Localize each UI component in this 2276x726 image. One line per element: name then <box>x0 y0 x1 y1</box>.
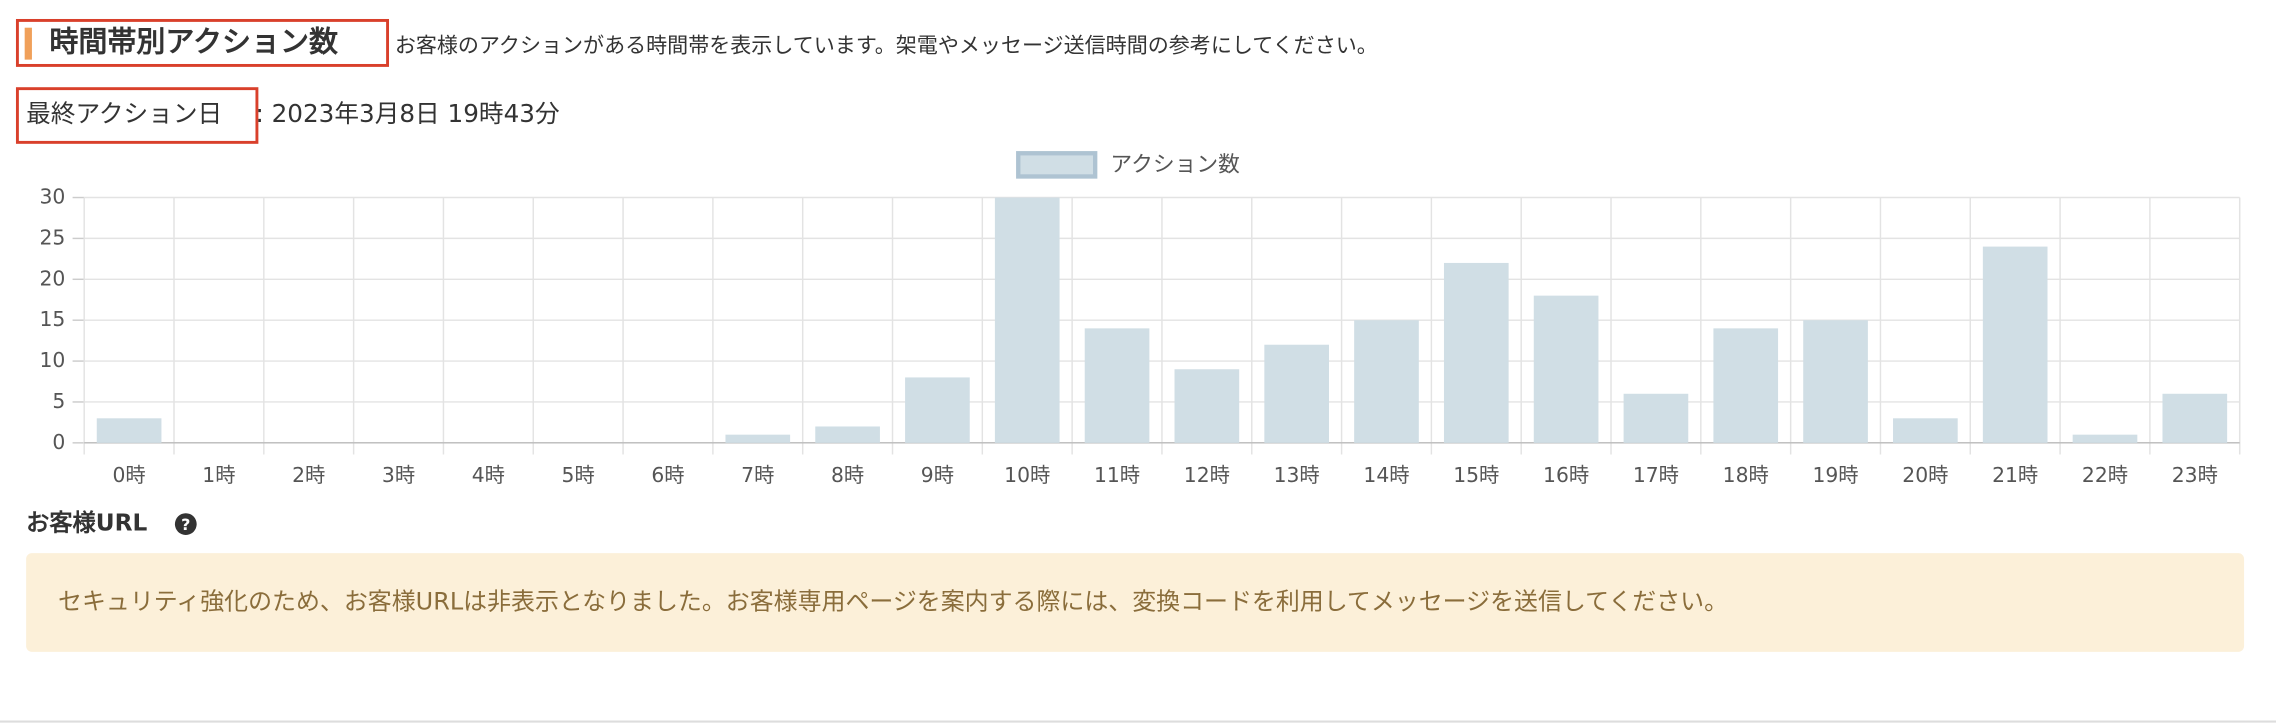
y-tick-label: 0 <box>52 430 65 454</box>
x-tick-label: 23時 <box>2172 463 2218 487</box>
x-tick-label: 10時 <box>1004 463 1050 487</box>
last-action-label: 最終アクション日 <box>26 99 222 128</box>
y-tick-label: 25 <box>39 225 65 249</box>
bar <box>1713 328 1779 443</box>
x-tick-label: 17時 <box>1633 463 1679 487</box>
bar <box>96 418 162 443</box>
url-heading: お客様URL <box>26 510 147 537</box>
bar <box>905 377 970 443</box>
bar <box>994 197 1060 443</box>
help-icon-glyph: ? <box>181 515 190 534</box>
bar <box>2072 434 2138 443</box>
x-tick-label: 12時 <box>1184 463 1230 487</box>
y-tick-label: 10 <box>39 348 65 372</box>
notice-box <box>26 553 2245 652</box>
x-tick-label: 4時 <box>472 463 505 487</box>
x-tick-label: 11時 <box>1094 463 1140 487</box>
x-tick-label: 8時 <box>831 463 864 487</box>
help-icon[interactable] <box>174 513 197 536</box>
y-tick-label: 15 <box>39 307 65 331</box>
y-tick-label: 5 <box>52 389 65 413</box>
x-tick-label: 19時 <box>1812 463 1858 487</box>
section-description: お客様のアクションがある時間帯を表示しています。架電やメッセージ送信時間の参考に… <box>395 33 1378 58</box>
legend-label: アクション数 <box>1110 153 1240 178</box>
bar <box>1533 295 1599 443</box>
y-tick-label: 30 <box>39 185 65 209</box>
notice-text: セキュリティ強化のため、お客様URLは非表示となりました。お客様専用ページを案内… <box>58 588 1728 616</box>
x-tick-label: 18時 <box>1723 463 1769 487</box>
x-tick-label: 0時 <box>112 463 145 487</box>
bar <box>815 426 880 443</box>
x-tick-label: 2時 <box>292 463 325 487</box>
x-tick-label: 14時 <box>1363 463 1409 487</box>
x-tick-label: 7時 <box>741 463 774 487</box>
x-tick-label: 3時 <box>382 463 415 487</box>
x-tick-label: 5時 <box>562 463 595 487</box>
bar <box>1354 320 1419 443</box>
bar <box>1893 418 1958 443</box>
x-tick-label: 9時 <box>921 463 954 487</box>
bar <box>1623 393 1689 443</box>
bar <box>2162 393 2228 443</box>
bar <box>1084 328 1150 443</box>
bar <box>725 434 791 443</box>
bar <box>1174 369 1240 443</box>
bar <box>1443 262 1509 443</box>
x-tick-label: 13時 <box>1274 463 1320 487</box>
x-tick-label: 6時 <box>651 463 684 487</box>
x-tick-label: 21時 <box>1992 463 2038 487</box>
title-frame <box>15 18 390 67</box>
bar <box>1982 246 2048 443</box>
title-accent <box>24 27 32 60</box>
x-tick-label: 20時 <box>1902 463 1948 487</box>
y-tick-label: 20 <box>39 266 65 290</box>
legend-swatch <box>1016 151 1098 179</box>
section-title: 時間帯別アクション数 <box>49 25 339 59</box>
x-tick-label: 22時 <box>2082 463 2128 487</box>
bar <box>1264 344 1330 443</box>
last-action-value: : 2023年3月8日 19時43分 <box>255 99 559 128</box>
bar <box>1803 320 1868 443</box>
x-tick-label: 15時 <box>1453 463 1499 487</box>
x-tick-label: 1時 <box>202 463 235 487</box>
x-tick-label: 16時 <box>1543 463 1589 487</box>
last-action-frame <box>15 87 259 144</box>
